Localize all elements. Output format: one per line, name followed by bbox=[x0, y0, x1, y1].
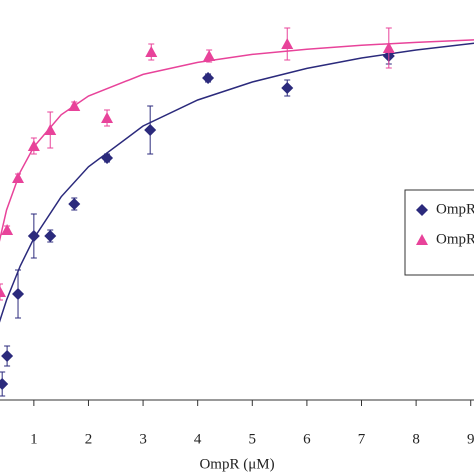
fit-line bbox=[0, 42, 474, 323]
point bbox=[281, 82, 294, 94]
fit-line bbox=[0, 39, 474, 242]
point bbox=[68, 198, 81, 210]
x-tick-label: 6 bbox=[303, 431, 311, 447]
point bbox=[1, 350, 14, 362]
point bbox=[27, 140, 40, 151]
point bbox=[281, 38, 294, 49]
point bbox=[27, 230, 40, 242]
point bbox=[101, 112, 114, 123]
x-tick-label: 2 bbox=[85, 431, 93, 447]
point bbox=[101, 152, 114, 164]
point bbox=[382, 42, 395, 53]
legend-marker bbox=[416, 204, 428, 216]
point bbox=[144, 124, 157, 136]
x-tick-label: 5 bbox=[249, 431, 257, 447]
x-tick-label: 4 bbox=[194, 431, 202, 447]
point bbox=[145, 46, 158, 57]
point bbox=[0, 378, 9, 390]
point bbox=[202, 72, 215, 84]
x-tick-label: 7 bbox=[358, 431, 366, 447]
legend-box bbox=[404, 189, 474, 276]
x-tick-label: 3 bbox=[139, 431, 147, 447]
point bbox=[44, 230, 57, 242]
point bbox=[0, 286, 6, 297]
point bbox=[12, 172, 25, 183]
point bbox=[203, 50, 216, 61]
legend-label: OmpR bbox=[436, 201, 474, 217]
point bbox=[12, 288, 25, 300]
x-tick-label: 8 bbox=[412, 431, 420, 447]
point bbox=[68, 100, 81, 111]
point bbox=[1, 224, 14, 235]
legend-marker bbox=[416, 234, 428, 245]
x-tick-label: 9 bbox=[467, 431, 474, 447]
x-axis-label: OmpR (μM) bbox=[199, 456, 274, 472]
x-tick-label: 1 bbox=[30, 431, 38, 447]
legend-label: OmpR-P bbox=[436, 231, 474, 247]
legend: OmpR OmpR-P bbox=[404, 189, 474, 276]
point bbox=[44, 124, 57, 135]
